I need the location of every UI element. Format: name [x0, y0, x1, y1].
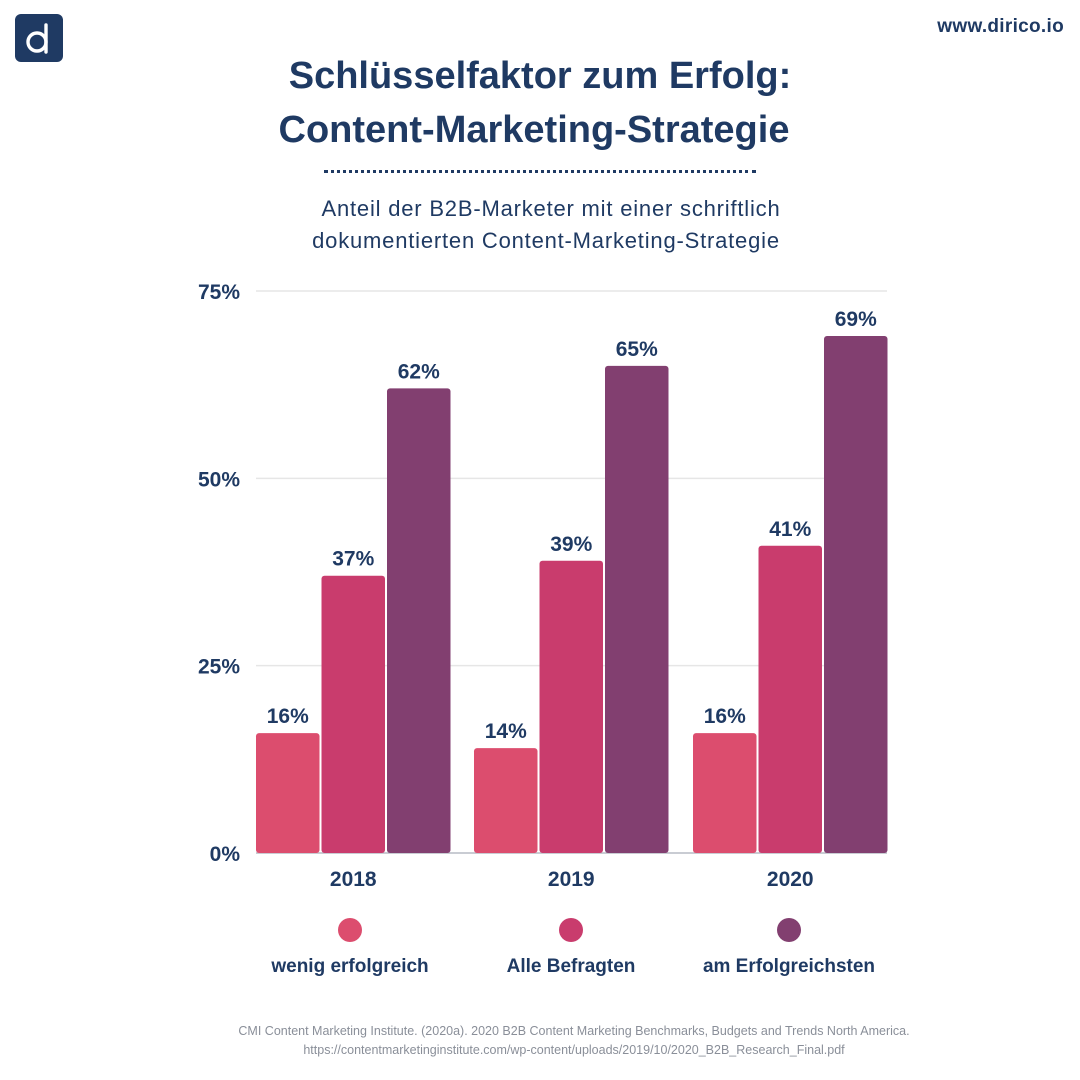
- data-label: 14%: [485, 720, 527, 743]
- bar: [693, 733, 757, 853]
- site-url-link[interactable]: www.dirico.io: [937, 16, 1064, 37]
- legend-dot-icon: [338, 918, 362, 942]
- chart-subtitle-line-1: Anteil der B2B-Marketer mit einer schrif…: [321, 196, 781, 221]
- legend-label: Alle Befragten: [506, 956, 636, 977]
- legend-label: am Erfolgreichsten: [702, 956, 876, 977]
- bar: [256, 733, 320, 853]
- legend-label: wenig erfolgreich: [271, 956, 429, 977]
- page-title-line-2: Content-Marketing-Strategie: [278, 109, 790, 151]
- legend-item-am-erfolgreichsten: am Erfolgreichsten: [669, 918, 909, 978]
- chart-subtitle-line-2: dokumentierten Content-Marketing-Strateg…: [312, 228, 780, 253]
- logo-letter-d-icon: [26, 23, 48, 54]
- bar: [758, 545, 822, 853]
- source-url[interactable]: https://contentmarketinginstitute.com/wp…: [303, 1043, 845, 1057]
- bar: [824, 335, 888, 854]
- y-tick-label: 0%: [210, 843, 241, 866]
- data-label: 16%: [704, 705, 746, 728]
- data-label: 16%: [267, 705, 309, 728]
- legend-dot-icon: [777, 918, 801, 942]
- x-tick-label: 2020: [767, 868, 814, 891]
- legend-dot-icon: [559, 918, 583, 942]
- legend-item-wenig-erfolgreich: wenig erfolgreich: [230, 918, 470, 978]
- page-title-line-1: Schlüsselfaktor zum Erfolg:: [288, 55, 792, 97]
- bar: [387, 388, 451, 853]
- dirico-logo[interactable]: [15, 14, 63, 62]
- data-label: 62%: [398, 360, 440, 383]
- source-citation: CMI Content Marketing Institute. (2020a)…: [238, 1024, 910, 1038]
- x-tick-label: 2019: [548, 868, 595, 891]
- bar: [605, 365, 669, 853]
- y-tick-label: 25%: [198, 656, 240, 679]
- data-label: 37%: [332, 548, 374, 571]
- data-label: 41%: [769, 518, 811, 541]
- x-tick-label: 2018: [330, 868, 377, 891]
- title-divider: [324, 170, 756, 173]
- y-tick-label: 75%: [198, 281, 240, 304]
- legend-item-alle-befragten: Alle Befragten: [451, 918, 691, 978]
- bar: [321, 575, 385, 853]
- data-label: 69%: [835, 308, 877, 331]
- y-tick-label: 50%: [198, 468, 240, 491]
- data-label: 65%: [616, 338, 658, 361]
- data-label: 39%: [550, 533, 592, 556]
- bar: [539, 560, 603, 853]
- bar: [474, 748, 538, 853]
